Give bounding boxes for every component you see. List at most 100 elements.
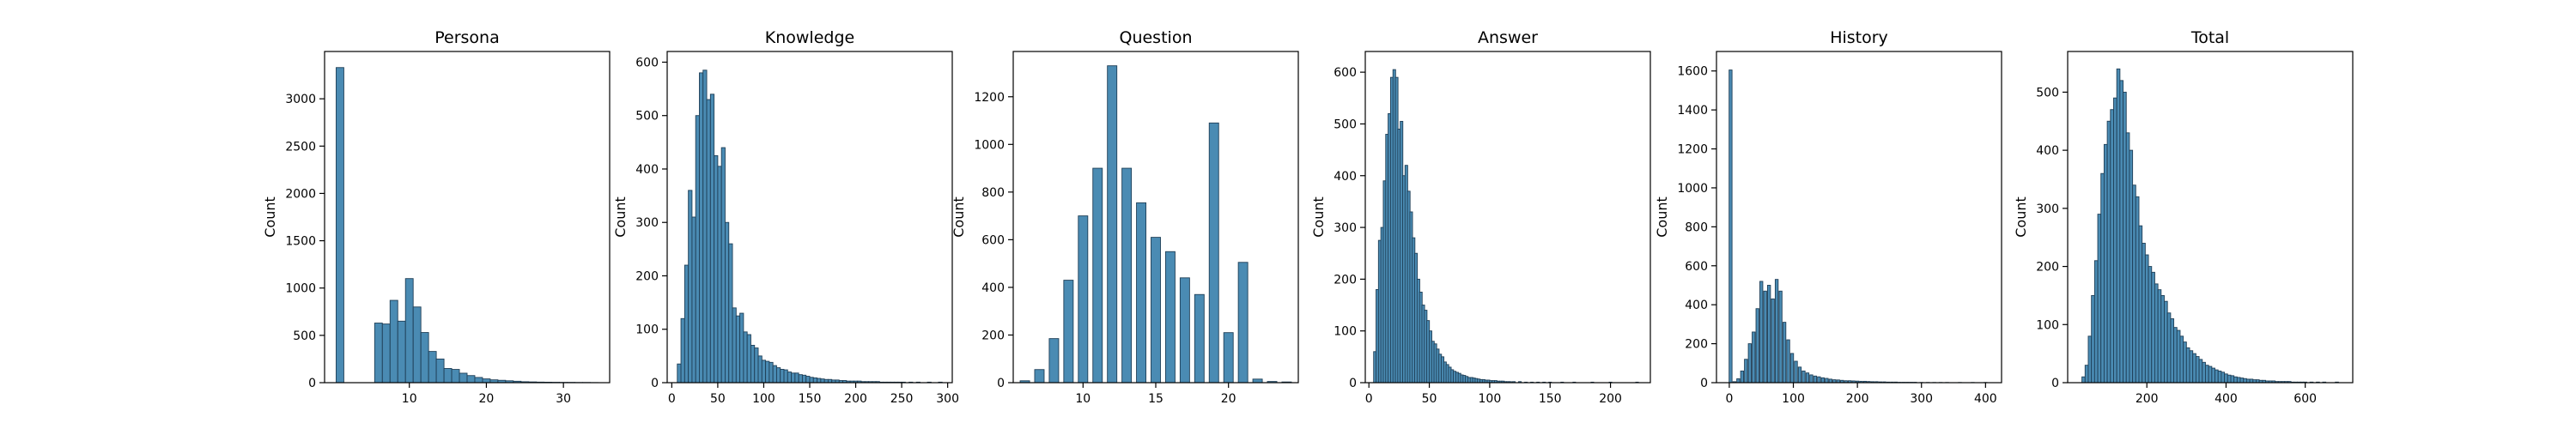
- histogram-bar: [1121, 167, 1133, 384]
- x-tick-label: 0: [1365, 392, 1373, 406]
- chart-title: Question: [1120, 28, 1193, 47]
- y-tick-label: 500: [635, 110, 659, 124]
- x-tick-label: 200: [1846, 392, 1869, 406]
- y-axis-label: Count: [1310, 196, 1327, 238]
- y-tick-label: 600: [635, 56, 659, 69]
- histogram-bar: [2125, 132, 2130, 384]
- histogram-bar: [435, 358, 445, 384]
- histogram-bar: [1789, 353, 1795, 384]
- histogram-bar: [2202, 361, 2206, 384]
- x-tick-label: 150: [799, 392, 822, 406]
- x-tick-label: 200: [2136, 392, 2159, 406]
- y-tick-label: 0: [1700, 377, 1708, 390]
- x-tick-label: 50: [710, 392, 726, 406]
- histogram-panel-persona: 10 20 30 0 500 1000 1500 2000 2500 3000 Persona Cou…: [262, 28, 611, 406]
- x-tick-label: 600: [2293, 392, 2317, 406]
- histogram-bar: [780, 368, 785, 384]
- histogram-bar: [1767, 285, 1771, 384]
- y-tick-label: 300: [1334, 221, 1357, 235]
- histogram-bar: [772, 365, 777, 384]
- histogram-bar: [739, 312, 744, 384]
- y-tick-label: 500: [2036, 86, 2059, 100]
- y-tick-label: 200: [1334, 273, 1357, 287]
- histogram-bar: [805, 376, 811, 384]
- histogram-bar: [746, 334, 751, 384]
- histogram-bar: [2236, 377, 2241, 384]
- histogram-bar: [2179, 335, 2184, 384]
- histogram-bar: [2166, 312, 2172, 384]
- y-tick-label: 2000: [285, 187, 316, 201]
- histogram-bar: [1778, 290, 1783, 384]
- histogram-bar: [2135, 196, 2140, 384]
- histogram-bar: [2091, 294, 2095, 384]
- histogram-bar: [820, 378, 825, 384]
- histogram-bar: [1063, 280, 1074, 384]
- histogram-bar: [761, 360, 767, 384]
- histogram-bar: [2208, 366, 2213, 384]
- x-tick-label: 300: [936, 392, 959, 406]
- x-tick-label: 20: [479, 392, 495, 406]
- histogram-bar: [412, 306, 422, 384]
- y-tick-label: 600: [1334, 66, 1357, 80]
- histogram-bar: [1736, 378, 1741, 384]
- histogram-bar: [1805, 372, 1810, 384]
- histogram-bar: [2192, 353, 2196, 384]
- histogram-panel-total: 200 400 600 0 100 200 300 400 500 Total Count: [2013, 28, 2354, 406]
- y-tick-label: 0: [1349, 377, 1357, 390]
- histogram-bar: [1252, 378, 1263, 384]
- histogram-bar: [2123, 91, 2127, 384]
- x-tick-label: 400: [1974, 392, 1997, 406]
- y-tick-label: 500: [1334, 118, 1357, 131]
- x-tick-label: 10: [402, 392, 417, 406]
- x-tick-label: 100: [752, 392, 775, 406]
- histogram-bar: [2138, 225, 2143, 384]
- y-axis-label: Count: [951, 196, 967, 238]
- histogram-bar: [2164, 300, 2168, 384]
- histogram-bar: [459, 372, 468, 384]
- histogram-bar: [2157, 289, 2162, 384]
- histogram-bar: [732, 307, 737, 384]
- histogram-bar: [754, 347, 759, 384]
- histogram-bar: [2217, 371, 2222, 384]
- histogram-panel-history: 0 100 200 300 400 0 200 400 600 800 1000 1200 1400 16…: [1654, 28, 2002, 406]
- histogram-bar: [776, 367, 781, 384]
- histogram-bar: [1786, 339, 1790, 384]
- histogram-bar: [680, 317, 685, 384]
- x-tick-label: 20: [1221, 392, 1236, 406]
- histogram-bar: [720, 147, 726, 384]
- chart-title: Persona: [434, 28, 500, 47]
- y-tick-label: 200: [981, 329, 1005, 342]
- histogram-bar: [336, 67, 344, 384]
- y-axis-label: Count: [1654, 196, 1670, 238]
- histogram-bar: [1809, 374, 1814, 384]
- histogram-bar: [1034, 369, 1045, 384]
- histogram-bar: [397, 320, 406, 384]
- y-tick-label: 1000: [974, 138, 1005, 152]
- histogram-bar: [2100, 172, 2105, 384]
- histogram-bar: [428, 351, 437, 384]
- histogram-bar: [677, 363, 682, 384]
- histogram-bar: [728, 243, 733, 384]
- histogram-bar: [688, 190, 693, 384]
- histogram-bar: [765, 360, 770, 384]
- x-tick-label: 300: [1910, 392, 1933, 406]
- histogram-bar: [1782, 322, 1787, 384]
- y-tick-label: 200: [2036, 261, 2059, 275]
- histogram-panel-knowledge: 0 50 100 150 200 250 300 0 100 200 300 400 500 600 Kno…: [612, 28, 959, 406]
- histogram-bar: [794, 372, 799, 384]
- histogram-bar: [2129, 149, 2134, 384]
- histogram-bar: [2106, 120, 2111, 384]
- histogram-bar: [743, 331, 748, 384]
- x-tick-label: 50: [1422, 392, 1437, 406]
- histogram-bar: [2097, 214, 2102, 384]
- histogram-bar: [2087, 335, 2093, 384]
- histogram-bar: [1179, 277, 1190, 384]
- y-tick-label: 1500: [285, 235, 316, 249]
- y-tick-label: 1200: [974, 91, 1005, 105]
- histogram-bar: [2198, 359, 2203, 384]
- histogram-bar: [2243, 378, 2247, 384]
- y-tick-label: 800: [1685, 221, 1708, 234]
- x-tick-label: 0: [668, 392, 676, 406]
